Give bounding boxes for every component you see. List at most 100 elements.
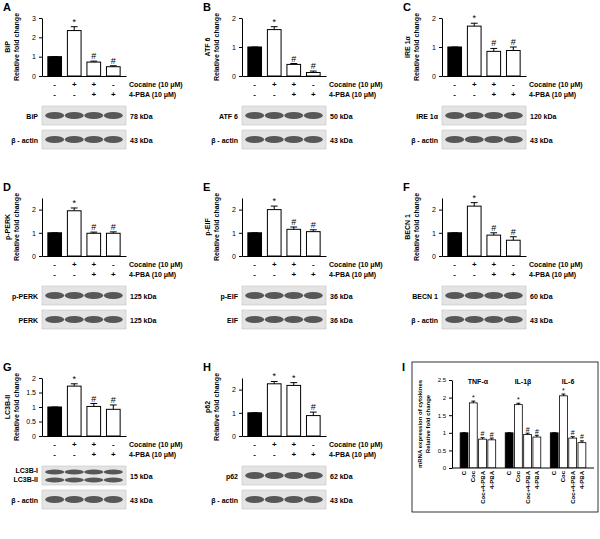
y-tick-label: 1 [32, 53, 36, 60]
blot-band [245, 472, 264, 479]
bar [524, 435, 532, 468]
blot-strip [442, 130, 526, 149]
blot-strip [242, 286, 326, 305]
error-bar-cap [471, 401, 475, 402]
condition-sign: - [73, 90, 76, 99]
blot-band [265, 136, 284, 143]
error-bar [110, 232, 117, 233]
blot-band [65, 470, 84, 475]
y-tick: 0 [232, 73, 242, 80]
y-tick: 2.5 [438, 377, 452, 383]
y-tick-label: 2 [443, 395, 447, 401]
blot-band [84, 136, 103, 143]
y-tick-label: 0 [232, 253, 236, 260]
plot-area [48, 208, 120, 256]
error-bar [71, 208, 78, 211]
y-axis-title: Relative fold change [213, 193, 221, 261]
y-axis-title: p62 [204, 401, 212, 413]
y-axis: 012 [232, 199, 242, 260]
condition-label: 4-PBA (10 μM) [529, 91, 576, 99]
bar [506, 240, 520, 256]
condition-sign: + [72, 80, 77, 89]
condition-sign: - [312, 260, 315, 269]
condition-sign: - [253, 450, 256, 459]
y-tick: 2 [432, 206, 442, 213]
bar [287, 229, 301, 256]
panel-label: C [403, 1, 411, 13]
blot-band [104, 292, 123, 299]
significance-mark: # [491, 38, 496, 48]
blot-label: EIF [227, 317, 239, 324]
error-bar [51, 56, 58, 57]
y-tick: 0 [32, 73, 42, 80]
blot-band [245, 292, 264, 299]
blot-band [245, 112, 264, 119]
blot-strip [42, 106, 126, 125]
panel: B*##012ATF 6Relative fold change-++-Coca… [203, 1, 383, 149]
bar [87, 62, 101, 76]
blot-size: 43 kDa [330, 497, 353, 504]
y-tick-label: 1 [232, 230, 236, 237]
blot-label: ATF 6 [219, 113, 238, 120]
error-bar [580, 441, 584, 443]
y-tick-mark [239, 47, 242, 48]
error-bar-stem [274, 206, 275, 209]
bar-label: Coc [560, 470, 566, 482]
condition-label: 4-PBA (10 μM) [129, 451, 176, 459]
y-axis: 0123 [32, 15, 42, 80]
blot-size: 43 kDa [130, 137, 153, 144]
condition-sign: + [91, 440, 96, 449]
y-tick: 1 [232, 410, 242, 417]
condition-sign: - [53, 440, 56, 449]
significance-mark: * [72, 17, 76, 27]
y-tick-label: 0.5 [26, 418, 36, 425]
blot-size: 120 kDa [530, 113, 557, 120]
error-bar-cap [552, 432, 556, 433]
condition-sign: - [53, 90, 56, 99]
y-tick-label: 1 [232, 410, 236, 417]
y-axis: 012 [432, 199, 442, 260]
blot-band [504, 292, 523, 299]
blot-band [265, 292, 284, 299]
condition-sign: - [453, 80, 456, 89]
error-bar [271, 381, 278, 383]
condition-sign: + [491, 90, 496, 99]
y-axis-title: Relative fold change [213, 373, 221, 441]
condition-sign: - [73, 270, 76, 279]
condition-sign: + [291, 80, 296, 89]
y-axis-title: Relative fold change [13, 193, 21, 261]
y-axis-line [42, 379, 43, 437]
blot-size: 43 kDa [130, 497, 153, 504]
blot-label: β - actin [411, 137, 438, 145]
condition-label: Cocaine (10 μM) [129, 81, 183, 89]
error-bar-cap [451, 47, 458, 48]
y-tick-label: 0 [32, 433, 36, 440]
error-bar [110, 405, 117, 409]
error-bar [490, 438, 494, 440]
y-tick-label: 1 [32, 230, 36, 237]
blot-band [45, 136, 64, 143]
blot-label: β - actin [211, 497, 238, 505]
y-axis-line [452, 381, 453, 469]
blot-band [245, 496, 264, 503]
panel: H**#012p62Relative fold change-++-Cocain… [203, 361, 383, 509]
significance-mark: # [311, 61, 316, 71]
y-tick-label: 1 [432, 44, 436, 51]
y-axis-title: Relative fold change [13, 373, 21, 441]
blot-band [484, 292, 503, 299]
condition-sign: + [491, 270, 496, 279]
x-axis-line [243, 436, 327, 437]
bar [550, 433, 558, 468]
bar-label: Coc+4-PBA [480, 470, 486, 504]
blot-label: β - actin [11, 137, 38, 145]
y-axis-title: BECN 1 [404, 214, 411, 240]
condition-sign: + [111, 270, 116, 279]
blot-strip [242, 130, 326, 149]
bar [67, 31, 81, 76]
plot-area [48, 27, 120, 76]
condition-sign: + [272, 440, 277, 449]
blot-band [84, 316, 103, 323]
y-tick: 1 [232, 230, 242, 237]
error-bar [471, 203, 478, 206]
plot-area [48, 384, 120, 436]
